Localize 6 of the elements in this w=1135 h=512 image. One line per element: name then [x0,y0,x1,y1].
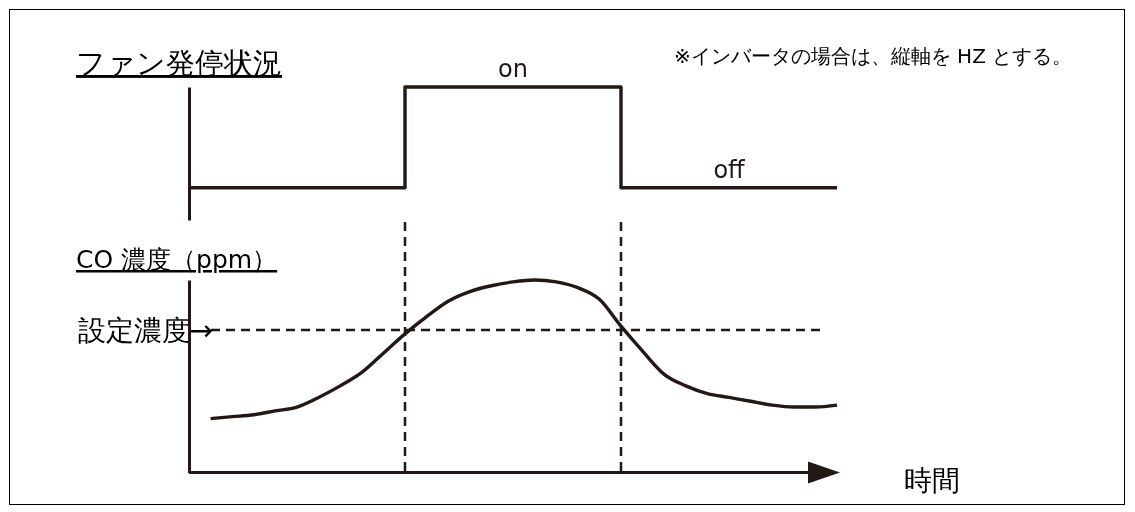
annotation: off [713,155,746,184]
chart-title: CO 濃度（ppm） [76,245,278,274]
x-axis-title: 時間 [903,464,960,497]
annotation: on [498,55,528,83]
chart-title: ファン発停状況 [76,46,282,80]
text: ※インバータの場合は、縦軸を HZ とする。 [674,44,1073,68]
